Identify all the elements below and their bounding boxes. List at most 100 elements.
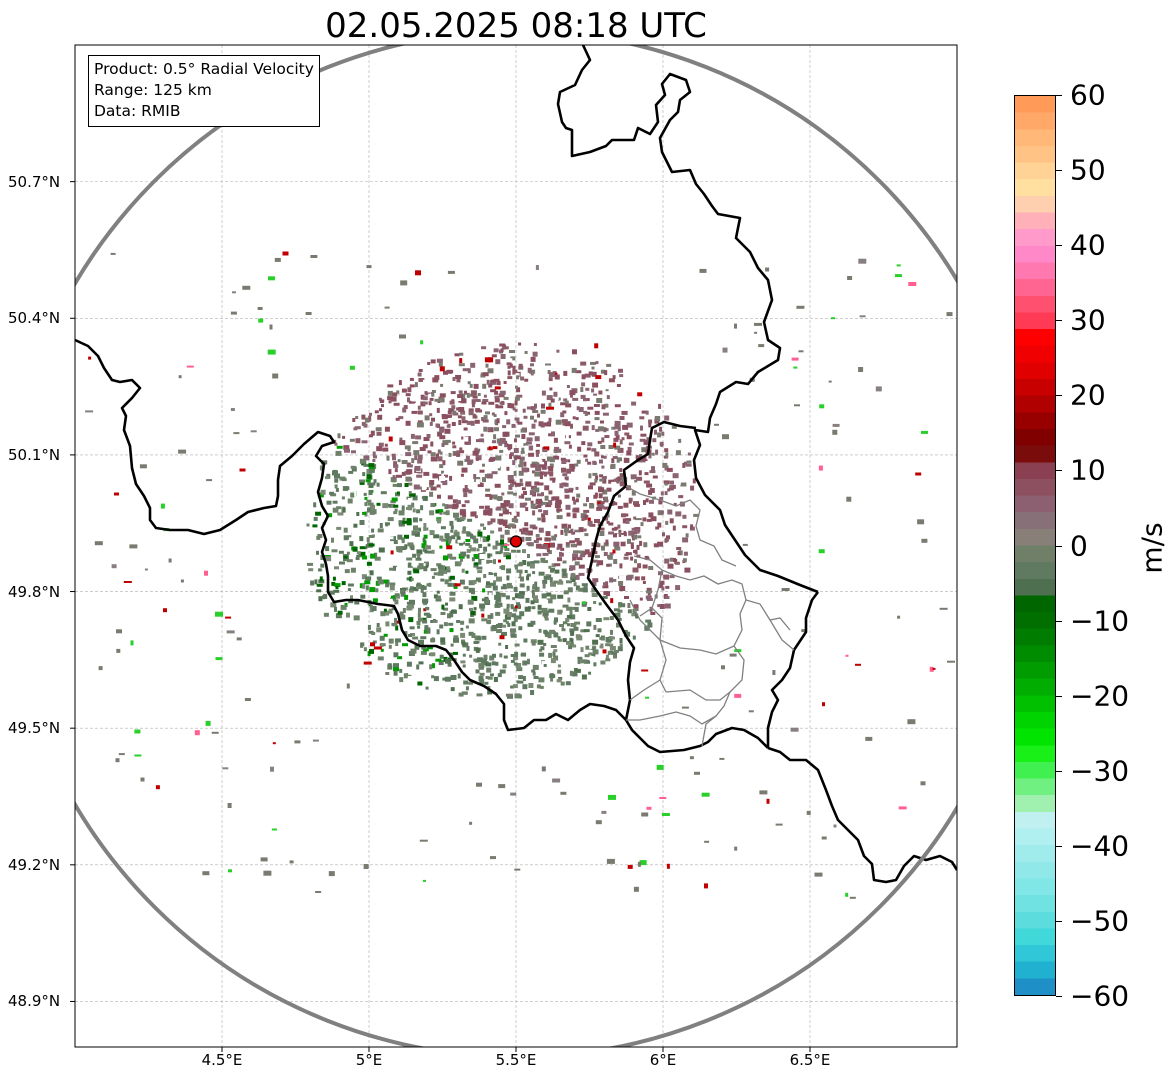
echo-cell bbox=[530, 356, 536, 362]
echo-cell bbox=[343, 445, 350, 451]
echo-cell bbox=[393, 504, 399, 508]
echo-cell bbox=[402, 643, 408, 647]
echo-cell bbox=[447, 553, 453, 559]
echo-cell bbox=[389, 585, 395, 591]
echo-cell bbox=[443, 607, 449, 611]
echo-cell bbox=[539, 545, 545, 549]
echo-cell bbox=[525, 497, 531, 501]
echo-cell bbox=[522, 549, 526, 554]
echo-cell bbox=[681, 706, 689, 709]
echo-cell bbox=[554, 374, 560, 380]
echo-cell bbox=[623, 457, 627, 463]
echo-cell bbox=[463, 436, 469, 442]
echo-cell bbox=[380, 643, 384, 647]
echo-cell bbox=[591, 425, 595, 431]
echo-cell bbox=[672, 473, 679, 479]
colorbar-units-label: m/s bbox=[1135, 522, 1169, 574]
echo-cell bbox=[621, 530, 627, 535]
echo-cell bbox=[591, 542, 595, 547]
echo-cell bbox=[575, 585, 580, 591]
echo-cell bbox=[631, 490, 636, 496]
border-belgium-luxembourg-west bbox=[75, 338, 697, 732]
echo-cell bbox=[494, 427, 499, 432]
echo-cell bbox=[436, 453, 439, 459]
echo-cell bbox=[449, 414, 452, 418]
echo-cell bbox=[627, 446, 632, 452]
echo-cell bbox=[542, 449, 548, 453]
echo-cell bbox=[516, 569, 523, 574]
echo-cell bbox=[507, 365, 511, 369]
echo-cell bbox=[491, 471, 498, 475]
echo-cell bbox=[659, 604, 665, 609]
echo-cell bbox=[377, 528, 384, 533]
echo-cell bbox=[479, 515, 485, 520]
echo-cell bbox=[549, 674, 556, 679]
echo-cell bbox=[394, 617, 397, 623]
echo-cell bbox=[341, 478, 347, 482]
echo-cell bbox=[371, 632, 376, 635]
echo-cell bbox=[831, 317, 835, 320]
echo-cell bbox=[676, 547, 682, 550]
echo-cell bbox=[611, 458, 615, 464]
echo-cell bbox=[339, 561, 345, 565]
echo-cell bbox=[565, 403, 572, 408]
echo-cell bbox=[467, 368, 471, 374]
echo-cell bbox=[461, 467, 468, 473]
echo-cell bbox=[445, 540, 450, 546]
echo-cell bbox=[572, 416, 576, 420]
province-borders bbox=[625, 485, 795, 747]
echo-cell bbox=[630, 542, 634, 548]
echo-cell bbox=[610, 598, 614, 604]
echo-cell bbox=[430, 359, 436, 364]
echo-cell bbox=[490, 518, 496, 523]
echo-cell bbox=[489, 458, 496, 462]
echo-cell bbox=[480, 433, 484, 437]
echo-cell bbox=[470, 511, 477, 517]
echo-cell bbox=[546, 592, 552, 597]
colorbar-tick bbox=[1056, 996, 1062, 997]
colorbar-tick bbox=[1056, 245, 1062, 247]
echo-cell bbox=[594, 417, 600, 421]
echo-cell bbox=[472, 450, 479, 456]
echo-cell bbox=[361, 414, 366, 420]
echo-cell bbox=[417, 458, 423, 464]
echo-cell bbox=[493, 348, 499, 353]
echo-cell bbox=[343, 555, 348, 559]
echo-cell bbox=[479, 554, 486, 559]
echo-cell bbox=[412, 517, 418, 523]
radar-site-marker[interactable] bbox=[509, 535, 523, 548]
echo-cell bbox=[492, 585, 498, 591]
echo-cell bbox=[478, 666, 484, 670]
echo-cell bbox=[163, 608, 167, 613]
echo-cell bbox=[508, 523, 515, 528]
echo-cell bbox=[439, 464, 444, 469]
echo-cell bbox=[535, 466, 542, 472]
echo-cell bbox=[660, 491, 664, 496]
echo-cell bbox=[832, 429, 838, 435]
echo-cell bbox=[477, 657, 483, 663]
colorbar-tick-label: 20 bbox=[1070, 378, 1106, 412]
echo-cell bbox=[509, 350, 515, 353]
echo-cell bbox=[509, 416, 514, 420]
echo-cell bbox=[352, 418, 356, 422]
echo-cell bbox=[410, 561, 414, 567]
echo-cell bbox=[564, 459, 568, 463]
echo-cell bbox=[449, 475, 453, 481]
echo-cell bbox=[406, 464, 413, 468]
echo-cell bbox=[603, 455, 607, 459]
echo-cell bbox=[528, 683, 534, 688]
echo-cell bbox=[549, 542, 555, 548]
echo-cell bbox=[512, 597, 516, 601]
echo-cell bbox=[562, 473, 568, 477]
echo-cell bbox=[543, 614, 548, 619]
echo-cell bbox=[390, 595, 395, 599]
echo-cell bbox=[406, 601, 411, 605]
echo-cell bbox=[592, 649, 599, 655]
echo-cell bbox=[349, 541, 354, 547]
echo-cell bbox=[336, 445, 343, 449]
echo-cell bbox=[502, 509, 509, 515]
echo-cell bbox=[571, 367, 577, 373]
echo-cell bbox=[684, 461, 687, 465]
echo-cell bbox=[794, 404, 800, 407]
